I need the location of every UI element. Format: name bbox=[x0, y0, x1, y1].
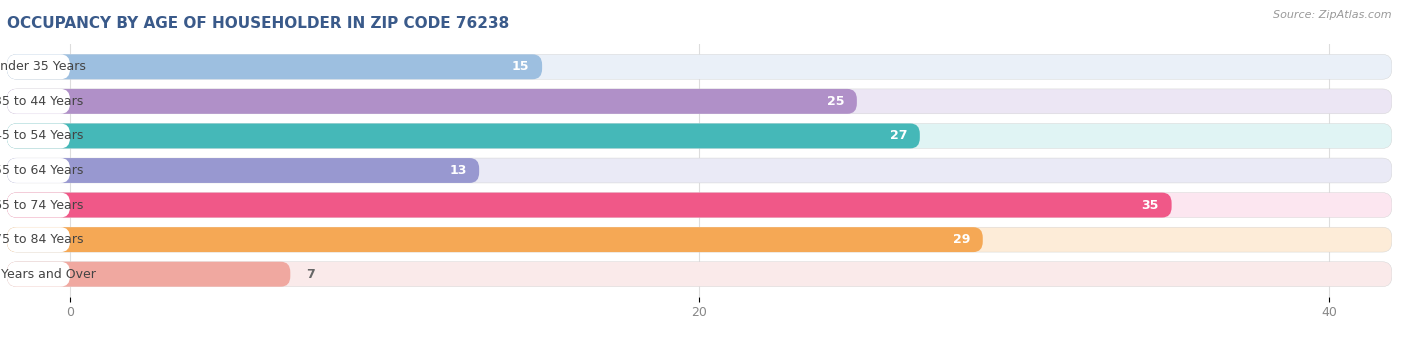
FancyBboxPatch shape bbox=[7, 193, 1171, 218]
Text: 7: 7 bbox=[307, 268, 315, 281]
Text: 65 to 74 Years: 65 to 74 Years bbox=[0, 198, 83, 211]
FancyBboxPatch shape bbox=[7, 89, 856, 114]
FancyBboxPatch shape bbox=[7, 193, 1392, 218]
FancyBboxPatch shape bbox=[7, 227, 70, 252]
Text: 45 to 54 Years: 45 to 54 Years bbox=[0, 130, 83, 143]
FancyBboxPatch shape bbox=[7, 123, 920, 148]
FancyBboxPatch shape bbox=[7, 193, 70, 218]
FancyBboxPatch shape bbox=[7, 262, 70, 287]
Text: 25: 25 bbox=[827, 95, 844, 108]
Text: 35 to 44 Years: 35 to 44 Years bbox=[0, 95, 83, 108]
FancyBboxPatch shape bbox=[7, 158, 70, 183]
Text: OCCUPANCY BY AGE OF HOUSEHOLDER IN ZIP CODE 76238: OCCUPANCY BY AGE OF HOUSEHOLDER IN ZIP C… bbox=[7, 16, 509, 31]
Text: 55 to 64 Years: 55 to 64 Years bbox=[0, 164, 83, 177]
Text: 75 to 84 Years: 75 to 84 Years bbox=[0, 233, 83, 246]
Text: 13: 13 bbox=[449, 164, 467, 177]
FancyBboxPatch shape bbox=[7, 89, 1392, 114]
FancyBboxPatch shape bbox=[7, 54, 543, 79]
Text: 27: 27 bbox=[890, 130, 907, 143]
FancyBboxPatch shape bbox=[7, 123, 70, 148]
FancyBboxPatch shape bbox=[7, 262, 290, 287]
Text: 29: 29 bbox=[953, 233, 970, 246]
Text: 35: 35 bbox=[1142, 198, 1159, 211]
Text: Under 35 Years: Under 35 Years bbox=[0, 60, 86, 73]
FancyBboxPatch shape bbox=[7, 158, 479, 183]
FancyBboxPatch shape bbox=[7, 123, 1392, 148]
Text: 15: 15 bbox=[512, 60, 530, 73]
Text: Source: ZipAtlas.com: Source: ZipAtlas.com bbox=[1274, 10, 1392, 20]
FancyBboxPatch shape bbox=[7, 227, 1392, 252]
FancyBboxPatch shape bbox=[7, 54, 70, 79]
FancyBboxPatch shape bbox=[7, 89, 70, 114]
FancyBboxPatch shape bbox=[7, 54, 1392, 79]
FancyBboxPatch shape bbox=[7, 158, 1392, 183]
FancyBboxPatch shape bbox=[7, 227, 983, 252]
Text: 85 Years and Over: 85 Years and Over bbox=[0, 268, 96, 281]
FancyBboxPatch shape bbox=[7, 262, 1392, 287]
